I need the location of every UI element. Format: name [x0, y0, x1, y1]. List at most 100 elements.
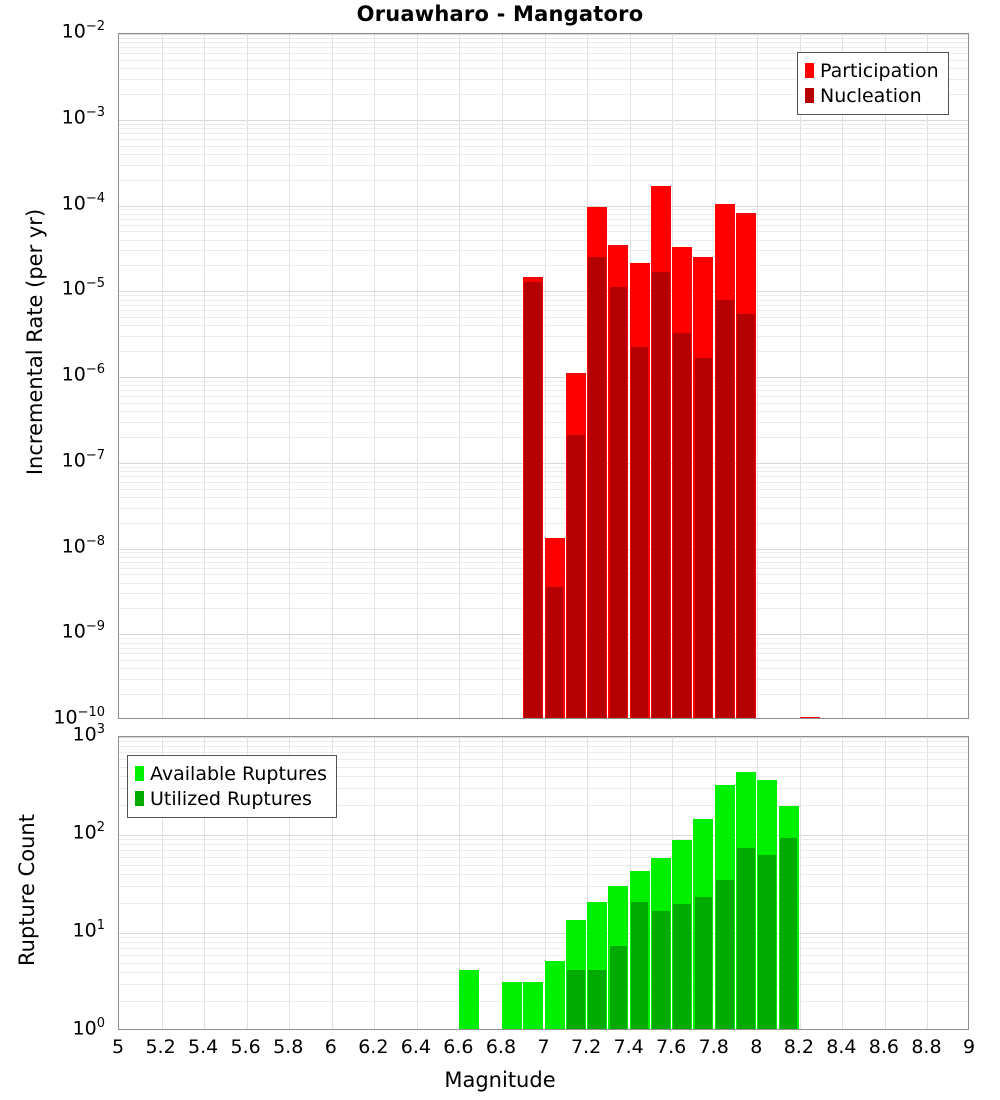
y-axis-tick-label: 10−10: [53, 705, 105, 729]
x-axis-tick-label: 6.8: [485, 1036, 517, 1058]
gridline-major: [119, 737, 968, 738]
gridline-minor: [119, 653, 968, 655]
bar: [799, 716, 820, 718]
gridline-minor: [119, 310, 968, 312]
gridline-major: [119, 634, 968, 636]
gridline-minor: [119, 574, 968, 576]
bottom-legend: Available Ruptures Utilized Ruptures: [127, 755, 337, 818]
participation-swatch-icon: [805, 63, 814, 78]
gridline-minor: [119, 496, 968, 498]
top-bars: [119, 34, 968, 718]
gridline-minor: [119, 903, 968, 905]
gridline-minor: [119, 766, 968, 768]
gridline-minor: [119, 411, 968, 413]
gridline-minor: [119, 1001, 968, 1003]
gridline-minor: [119, 608, 968, 610]
y-axis-tick-label: 10−8: [61, 533, 105, 557]
gridline-vertical: [587, 737, 589, 1029]
gridline-vertical: [331, 737, 333, 1029]
utilized-ruptures-swatch-icon: [135, 791, 144, 806]
gridline-minor: [119, 642, 968, 644]
legend-label: Available Ruptures: [150, 762, 327, 785]
bar: [737, 848, 755, 1029]
available-ruptures-swatch-icon: [135, 766, 144, 781]
gridline-vertical: [289, 34, 291, 718]
x-axis-label: Magnitude: [444, 1068, 556, 1092]
gridline-minor: [119, 758, 968, 760]
x-axis-tick-label: 8.8: [911, 1036, 942, 1058]
gridline-vertical: [374, 737, 376, 1029]
bottom-y-axis-ticks: 100 101 102 103: [0, 0, 112, 1100]
gridline-minor: [119, 679, 968, 681]
gridline-minor: [119, 299, 968, 301]
x-axis-tick-label: 5: [111, 1036, 125, 1058]
gridline-minor: [119, 153, 968, 155]
gridline-vertical: [501, 737, 503, 1029]
gridline-minor: [119, 746, 968, 748]
gridline-minor: [119, 775, 968, 777]
x-axis-tick-label: 6.4: [400, 1036, 431, 1058]
chart-title: Oruawharo - Mangatoro: [356, 2, 644, 26]
gridline-minor: [119, 488, 968, 490]
legend-label: Utilized Ruptures: [150, 787, 312, 810]
y-axis-tick-label: 10−6: [61, 362, 105, 386]
gridline-minor: [119, 93, 968, 95]
gridline-vertical: [884, 737, 886, 1029]
gridline-major: [119, 835, 968, 836]
x-axis-tick-label: 7.2: [570, 1036, 602, 1058]
bar: [544, 960, 565, 1029]
gridline-minor: [119, 844, 968, 846]
gridline-vertical: [246, 34, 248, 718]
gridline-minor: [119, 788, 968, 790]
bar: [501, 982, 522, 1029]
gridline-minor: [119, 250, 968, 252]
gridline-vertical: [161, 34, 163, 718]
gridline-major: [119, 377, 968, 378]
x-axis-tick-label: 8.2: [783, 1036, 814, 1058]
y-axis-tick-label: 100: [72, 1016, 105, 1040]
gridline-vertical: [544, 737, 546, 1029]
gridline-vertical: [331, 34, 333, 718]
legend-item: Available Ruptures: [135, 761, 327, 786]
gridline-minor: [119, 638, 968, 640]
bar: [630, 901, 649, 1029]
gridline-minor: [119, 856, 968, 858]
gridline-minor: [119, 481, 968, 483]
y-axis-tick-label: 10−2: [61, 19, 105, 43]
gridline-minor: [119, 351, 968, 353]
legend-label: Nucleation: [820, 84, 922, 107]
gridline-major: [119, 933, 968, 934]
gridline-minor: [119, 380, 968, 382]
y-axis-tick-label: 10−9: [61, 619, 105, 643]
bar: [566, 434, 585, 718]
gridline-vertical: [927, 737, 929, 1029]
gridline-minor: [119, 78, 968, 80]
gridline-vertical: [204, 34, 206, 718]
gridline-minor: [119, 213, 968, 215]
gridline-minor: [119, 325, 968, 327]
gridline-minor: [119, 179, 968, 181]
x-axis-tick-label: 8.6: [868, 1036, 899, 1058]
x-axis-tick-label: 6.6: [443, 1036, 474, 1058]
bar: [459, 970, 480, 1029]
gridline-minor: [119, 948, 968, 950]
bottom-bars: [119, 737, 968, 1029]
gridline-minor: [119, 402, 968, 404]
gridline-minor: [119, 421, 968, 423]
gridline-minor: [119, 164, 968, 166]
gridline-minor: [119, 942, 968, 944]
gridline-vertical: [927, 34, 929, 718]
gridline-minor: [119, 522, 968, 524]
gridline-vertical: [374, 34, 376, 718]
bar: [673, 332, 692, 718]
bar: [779, 838, 798, 1029]
gridline-minor: [119, 224, 968, 226]
gridline-minor: [119, 741, 968, 743]
gridline-minor: [119, 850, 968, 852]
legend-label: Participation: [820, 59, 939, 82]
gridline-minor: [119, 582, 968, 584]
y-axis-tick-label: 101: [72, 918, 105, 942]
bar: [588, 256, 606, 718]
gridline-minor: [119, 694, 968, 696]
gridline-major: [119, 548, 968, 550]
